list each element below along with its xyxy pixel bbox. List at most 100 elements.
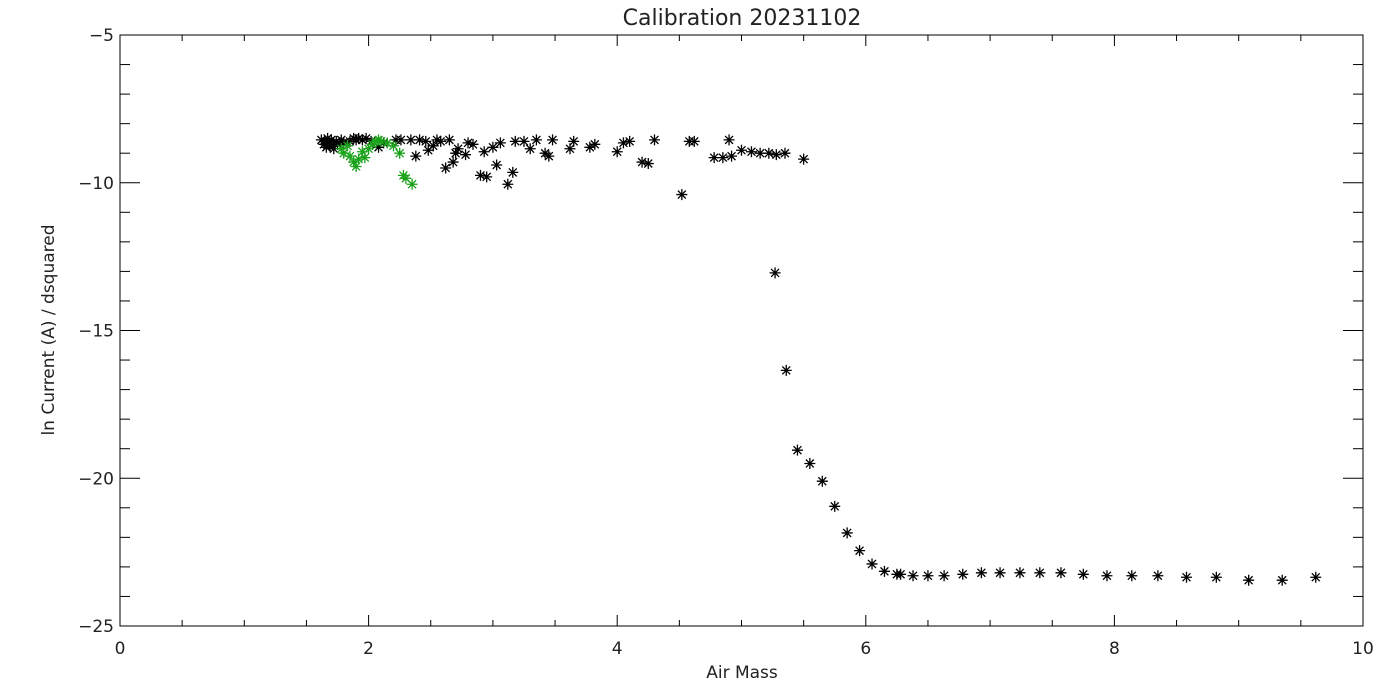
data-point <box>420 135 432 147</box>
data-point <box>676 189 688 201</box>
data-point <box>410 150 422 162</box>
data-point <box>462 137 474 149</box>
x-tick-label: 8 <box>1109 639 1120 659</box>
data-point <box>350 160 362 172</box>
data-point <box>353 153 365 165</box>
y-tick-labels: −25 −20 −15 −10 −5 <box>78 26 114 637</box>
data-point <box>431 134 443 146</box>
data-point <box>330 135 342 147</box>
data-point <box>854 545 866 557</box>
x-tick-label: 2 <box>363 639 374 659</box>
data-point <box>726 150 738 162</box>
data-point <box>348 156 360 168</box>
data-point <box>770 149 782 161</box>
data-point <box>568 135 580 147</box>
data-point <box>353 132 365 144</box>
data-point <box>1077 568 1089 580</box>
data-point <box>907 570 919 582</box>
data-point <box>344 150 356 162</box>
data-point <box>1126 570 1138 582</box>
data-point <box>957 568 969 580</box>
data-point <box>414 134 426 146</box>
x-tick-label: 0 <box>115 639 126 659</box>
data-point <box>798 153 810 165</box>
x-tick-label: 6 <box>860 639 871 659</box>
data-point <box>359 152 371 164</box>
data-point <box>406 178 418 190</box>
y-tick-label: −5 <box>89 26 114 46</box>
data-point <box>804 457 816 469</box>
data-point <box>373 134 385 146</box>
data-point <box>736 144 747 156</box>
data-point <box>547 134 559 146</box>
data-point <box>373 141 385 153</box>
data-point <box>1101 570 1113 582</box>
data-point <box>350 134 362 146</box>
data-point <box>816 475 828 487</box>
x-tick-label: 4 <box>612 639 623 659</box>
data-point <box>450 147 462 159</box>
data-point <box>1014 567 1026 579</box>
data-point <box>642 158 654 170</box>
data-point <box>356 146 368 158</box>
data-point <box>841 527 853 539</box>
data-point <box>922 570 934 582</box>
axis-ticks <box>119 34 1364 627</box>
data-point <box>447 156 459 168</box>
data-point <box>328 143 340 155</box>
data-point <box>487 141 499 153</box>
data-point <box>688 135 700 147</box>
data-point <box>315 134 327 146</box>
data-point <box>866 558 878 570</box>
data-point <box>467 138 479 150</box>
data-point <box>335 143 347 155</box>
data-point <box>589 138 601 150</box>
y-tick-label: −20 <box>78 469 114 489</box>
data-point <box>636 156 648 168</box>
data-point <box>624 135 636 147</box>
y-tick-label: −15 <box>78 322 114 342</box>
data-point <box>332 138 344 150</box>
y-tick-label: −10 <box>78 174 114 194</box>
data-point <box>363 143 375 155</box>
data-point <box>452 143 464 155</box>
data-point <box>1210 571 1222 583</box>
data-point <box>717 152 729 164</box>
data-points <box>315 132 1322 586</box>
data-point <box>780 364 792 376</box>
data-point <box>745 146 757 158</box>
data-point <box>895 568 907 580</box>
data-point <box>474 169 486 181</box>
plot-frame <box>119 34 1364 627</box>
chart-title: Calibration 20231102 <box>623 6 862 31</box>
data-point <box>543 150 555 162</box>
data-point <box>435 135 447 147</box>
data-point <box>481 171 493 183</box>
data-point <box>400 172 412 184</box>
data-point <box>509 135 521 147</box>
data-point <box>524 143 536 155</box>
data-point <box>584 141 596 153</box>
y-axis-label: ln Current (A) / dsquared <box>39 224 59 435</box>
data-point <box>829 500 841 512</box>
data-point <box>1310 571 1322 583</box>
data-point <box>878 565 890 577</box>
data-point <box>440 162 452 174</box>
data-point <box>325 134 337 146</box>
data-point <box>360 132 372 144</box>
data-point <box>938 570 950 582</box>
data-point <box>1152 570 1164 582</box>
data-point <box>518 135 530 147</box>
data-point <box>494 137 506 149</box>
x-axis-label: Air Mass <box>706 663 778 683</box>
data-point <box>341 140 353 152</box>
data-point <box>611 146 623 158</box>
data-point <box>507 166 519 178</box>
data-point <box>502 178 514 190</box>
x-tick-label: 10 <box>1352 639 1374 659</box>
data-point <box>975 567 987 579</box>
data-point <box>779 147 791 159</box>
data-point <box>395 134 407 146</box>
data-point <box>617 137 629 149</box>
